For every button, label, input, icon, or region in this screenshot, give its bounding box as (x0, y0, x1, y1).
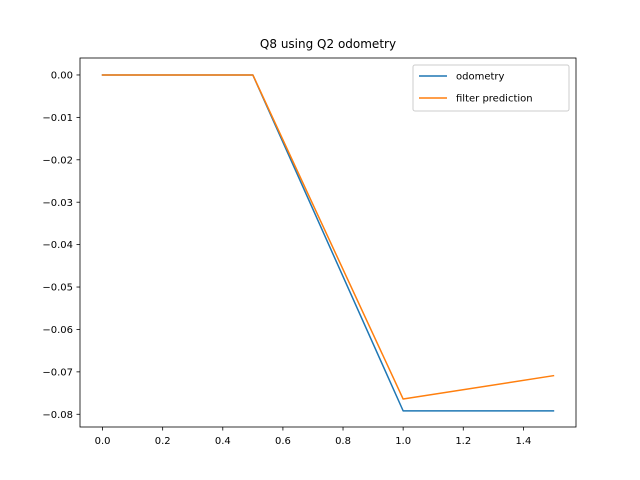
series-layer (101, 74, 555, 412)
y-tick-label: −0.06 (42, 325, 73, 336)
y-tick-label: −0.05 (42, 283, 73, 294)
x-tick-label: 0.6 (275, 436, 291, 447)
legend: odometry filter prediction (412, 64, 570, 112)
legend-label-1: filter prediction (456, 94, 533, 105)
x-tick-label: 0.2 (155, 436, 171, 447)
x-tick-label: 1.0 (395, 436, 411, 447)
x-tick-label: 0.0 (95, 436, 111, 447)
legend-label-0: odometry (456, 72, 505, 83)
axes-frame (79, 57, 577, 428)
x-tick-label: 0.8 (335, 436, 351, 447)
y-tick-label: −0.08 (42, 410, 73, 421)
y-tick-label: −0.04 (42, 240, 73, 251)
y-tick-label: −0.07 (42, 367, 73, 378)
x-tick-label: 0.4 (215, 436, 231, 447)
series-line-0 (101, 74, 555, 412)
y-tick-label: 0.00 (51, 71, 73, 82)
x-tick-label: 1.2 (455, 436, 471, 447)
legend-box (412, 64, 570, 112)
y-tick-label: −0.01 (42, 113, 73, 124)
y-tick-label: −0.03 (42, 198, 73, 209)
x-tick-label: 1.4 (515, 436, 531, 447)
chart-title: Q8 using Q2 odometry (260, 37, 396, 51)
axes-layer: 0.0 0.2 0.4 0.6 0.8 1.0 1.2 1.4 0.00 −0.01 −0.02 −0… (42, 57, 577, 447)
series-line-1 (101, 74, 555, 400)
y-tick-label: −0.02 (42, 155, 73, 166)
